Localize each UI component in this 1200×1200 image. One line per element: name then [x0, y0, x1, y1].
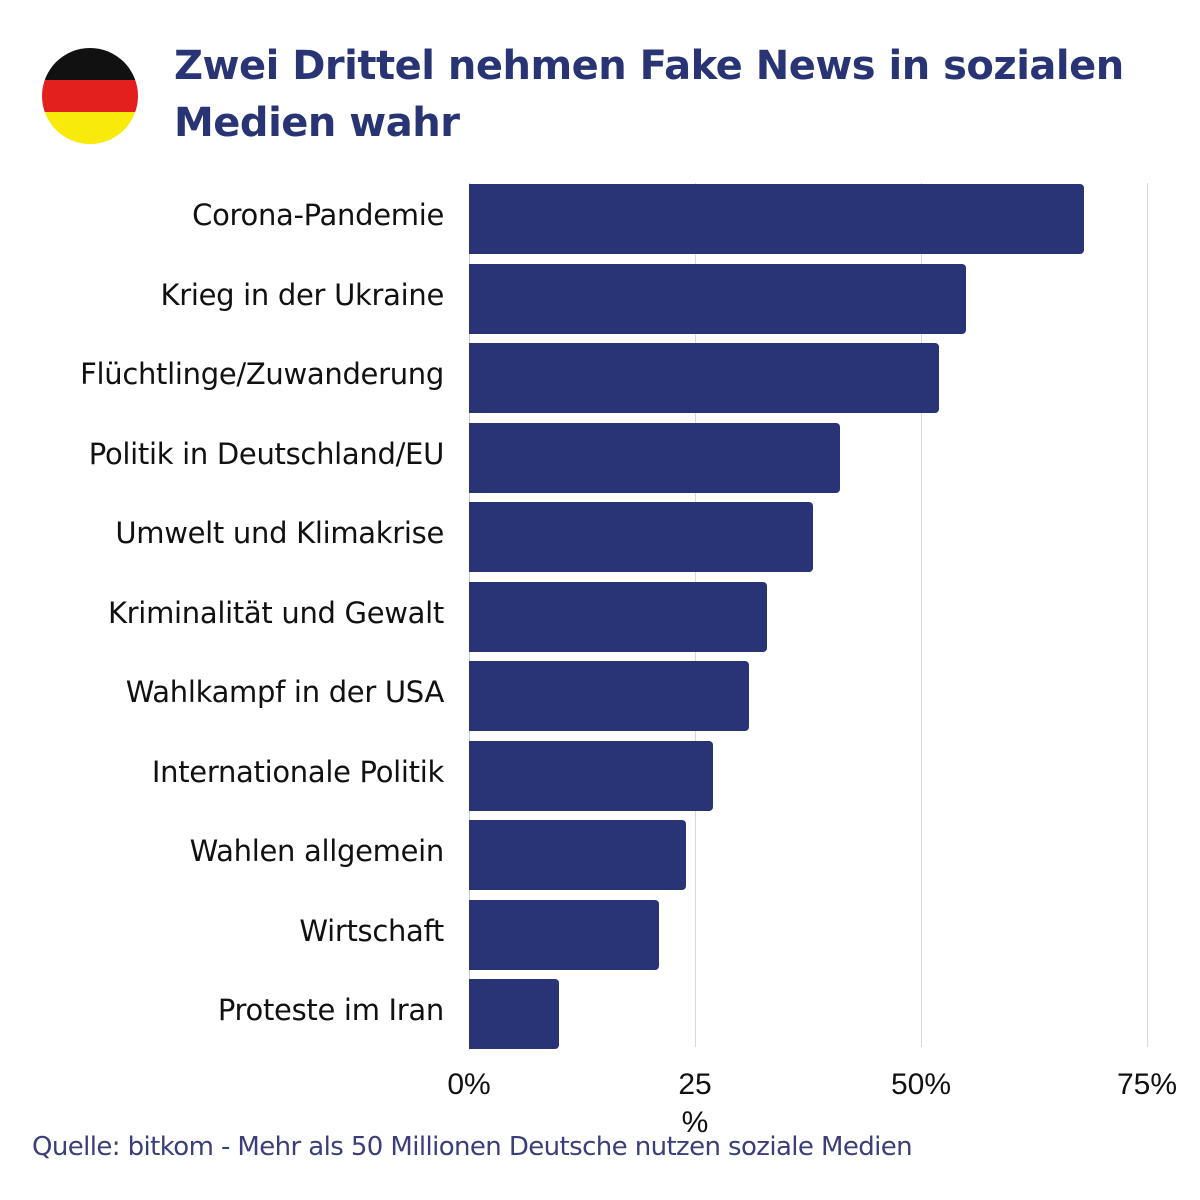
category-label: Flüchtlinge/Zuwanderung — [80, 357, 444, 391]
chart-plot-area — [469, 183, 1149, 1049]
category-label: Politik in Deutschland/EU — [88, 436, 445, 471]
category-label: Umwelt und Klimakrise — [115, 516, 444, 550]
bar — [469, 979, 560, 1049]
flag-stripe-red — [42, 80, 138, 112]
category-label: Proteste im Iran — [217, 993, 444, 1027]
bar — [469, 502, 813, 572]
category-label: Wahlkampf in der USA — [125, 675, 445, 709]
bar — [469, 661, 750, 731]
x-tick-label: 75% — [1116, 1068, 1178, 1101]
bar — [469, 343, 940, 413]
flag-stripe-gold — [42, 112, 138, 144]
category-label: Wahlen allgemein — [189, 834, 445, 868]
bar — [469, 184, 1084, 254]
bar — [469, 581, 768, 652]
flag-stripe-black — [42, 48, 138, 80]
source-caption: Quelle: bitkom - Mehr als 50 Millionen D… — [32, 1132, 913, 1162]
x-tick-label: 0% — [447, 1068, 491, 1101]
chart-title: Zwei Drittel nehmen Fake News in soziale… — [174, 43, 1124, 146]
x-tick-label: 25% — [678, 1068, 712, 1139]
bar — [469, 820, 686, 890]
category-label: Krieg in der Ukraine — [160, 277, 444, 312]
category-label: Corona-Pandemie — [192, 198, 444, 232]
gridline-50 — [921, 183, 922, 1047]
bar — [469, 422, 840, 493]
category-label: Internationale Politik — [151, 754, 444, 789]
category-label: Wirtschaft — [299, 913, 444, 948]
bar — [469, 740, 714, 811]
bar — [469, 263, 967, 334]
category-label: Kriminalität und Gewalt — [107, 595, 444, 630]
gridline-75 — [1147, 183, 1148, 1047]
x-tick-label: 50% — [890, 1068, 952, 1101]
germany-flag-icon — [42, 48, 138, 144]
bar — [469, 899, 659, 970]
